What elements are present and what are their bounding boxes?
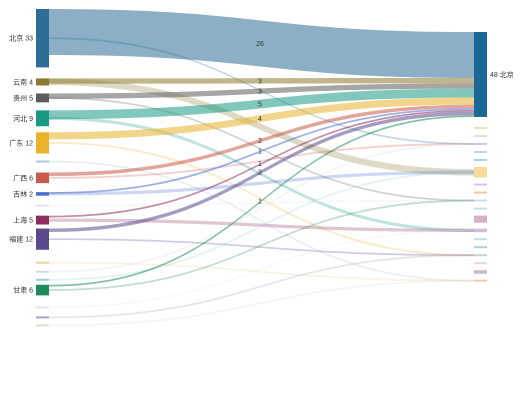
source-node bbox=[36, 228, 49, 250]
cross-link bbox=[49, 171, 474, 281]
other-target-node bbox=[474, 183, 487, 186]
cross-link bbox=[49, 254, 474, 319]
source-label: 广西 6 bbox=[13, 173, 33, 182]
cross-link bbox=[49, 279, 474, 327]
source-label: 云南 4 bbox=[13, 77, 33, 86]
source-node bbox=[36, 316, 49, 319]
link-value-label: 3 bbox=[258, 89, 262, 96]
cross-link bbox=[49, 170, 474, 196]
target-nodes bbox=[474, 32, 487, 282]
cross-link bbox=[49, 199, 474, 291]
other-target-node bbox=[474, 270, 487, 274]
source-nodes bbox=[36, 9, 49, 327]
source-node bbox=[36, 261, 49, 264]
source-label: 上海 5 bbox=[13, 216, 33, 225]
cross-link bbox=[49, 141, 474, 257]
other-target-node bbox=[474, 158, 487, 161]
link-to-target bbox=[49, 111, 474, 233]
link-to-target bbox=[49, 104, 474, 177]
other-target-node bbox=[474, 191, 487, 194]
link-to-target bbox=[49, 78, 474, 84]
target-label: 48 北京 bbox=[490, 70, 514, 79]
source-node bbox=[36, 215, 49, 225]
source-node bbox=[36, 9, 49, 68]
source-label: 甘肃 6 bbox=[13, 286, 33, 295]
other-target-node bbox=[474, 199, 487, 202]
other-target-node bbox=[474, 238, 487, 241]
link-to-target bbox=[49, 97, 474, 140]
cross-link bbox=[49, 218, 474, 233]
source-node bbox=[36, 306, 49, 309]
source-node bbox=[36, 192, 49, 196]
other-target-node bbox=[474, 254, 487, 257]
other-target-node bbox=[474, 246, 487, 249]
other-target-node bbox=[474, 207, 487, 210]
other-target-node bbox=[474, 142, 487, 145]
source-node bbox=[36, 284, 49, 296]
link-value-label: 2 bbox=[258, 169, 262, 176]
source-label: 贵州 5 bbox=[13, 93, 33, 102]
cross-link bbox=[49, 229, 474, 309]
other-target-node bbox=[474, 134, 487, 137]
cross-link bbox=[49, 78, 474, 176]
other-target-node bbox=[474, 228, 487, 233]
link-value-label: 1 bbox=[258, 198, 262, 205]
cross-link bbox=[49, 160, 474, 282]
source-label: 广东 12 bbox=[9, 138, 33, 147]
source-label: 北京 33 bbox=[9, 34, 33, 43]
link-to-target bbox=[49, 115, 474, 287]
other-target-node bbox=[474, 262, 487, 265]
link-value-label: 1 bbox=[258, 161, 262, 168]
source-node bbox=[36, 132, 49, 154]
source-label: 河北 9 bbox=[13, 115, 33, 123]
source-label: 吉林 2 bbox=[13, 189, 33, 198]
link-to-target bbox=[49, 83, 474, 99]
cross-link bbox=[49, 97, 474, 202]
other-target-node bbox=[474, 215, 487, 223]
target-node bbox=[474, 32, 487, 117]
link-value-label: 1 bbox=[258, 149, 262, 156]
link-value-label: 26 bbox=[256, 41, 264, 48]
other-target-node bbox=[474, 166, 487, 178]
source-label: 福建 12 bbox=[9, 235, 33, 244]
link-to-target bbox=[49, 88, 474, 120]
source-node bbox=[36, 172, 49, 184]
source-node bbox=[36, 204, 49, 207]
cross-link bbox=[49, 143, 474, 179]
source-node bbox=[36, 93, 49, 103]
cross-link bbox=[49, 116, 474, 233]
target-links bbox=[49, 9, 474, 287]
other-target-node bbox=[474, 279, 487, 282]
link-to-target bbox=[49, 9, 474, 79]
link-value-label: 4 bbox=[258, 116, 262, 123]
other-target-node bbox=[474, 126, 487, 129]
link-value-label: 5 bbox=[258, 101, 262, 108]
source-node bbox=[36, 110, 49, 127]
link-value-label: 3 bbox=[258, 78, 262, 85]
source-node bbox=[36, 78, 49, 86]
source-node bbox=[36, 270, 49, 273]
link-value-label: 2 bbox=[258, 138, 262, 145]
cross-link bbox=[49, 261, 474, 282]
source-node bbox=[36, 324, 49, 327]
source-node bbox=[36, 278, 49, 281]
other-target-node bbox=[474, 150, 487, 153]
link-to-target bbox=[49, 109, 474, 218]
source-node bbox=[36, 160, 49, 163]
link-to-target bbox=[49, 108, 474, 194]
cross-link bbox=[49, 143, 474, 273]
cross-link bbox=[49, 238, 474, 257]
cross-links bbox=[49, 37, 474, 327]
